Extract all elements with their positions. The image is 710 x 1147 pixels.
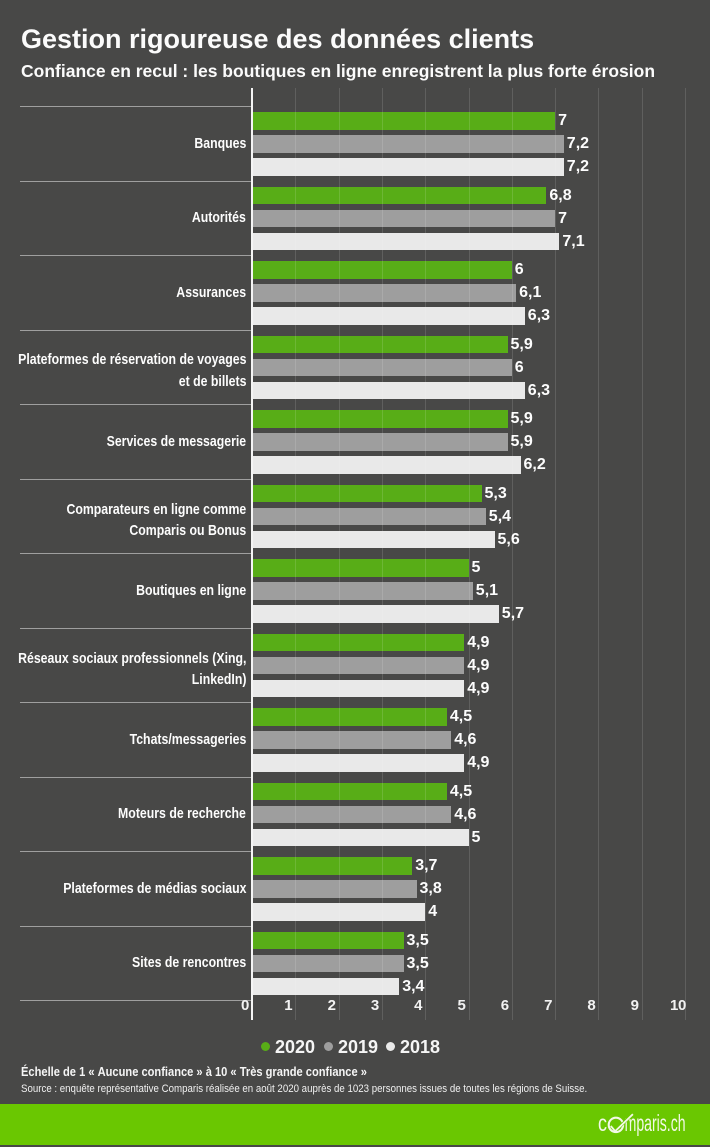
svg-text:c: c bbox=[598, 1111, 607, 1137]
svg-text:mparis.ch: mparis.ch bbox=[625, 1112, 686, 1137]
